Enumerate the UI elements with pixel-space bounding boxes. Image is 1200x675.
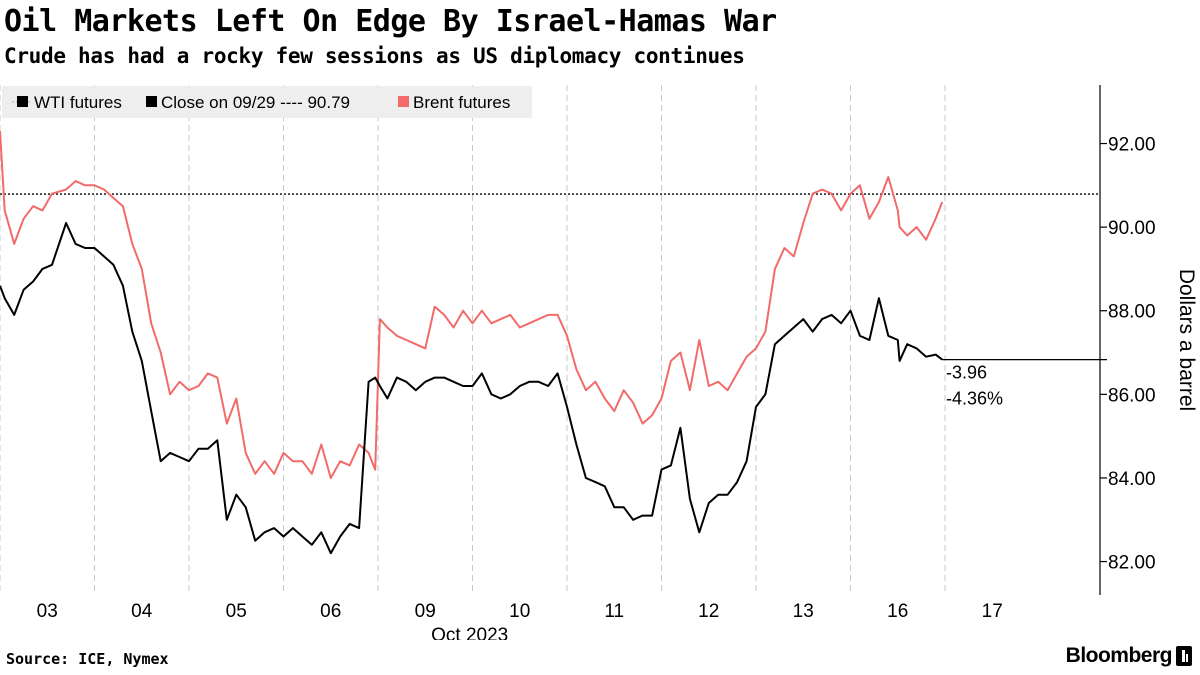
x-tick-label: 12 bbox=[698, 601, 719, 622]
x-tick-label: 09 bbox=[415, 601, 436, 622]
x-period-label: Oct 2023 bbox=[431, 625, 508, 640]
series-line-brent bbox=[0, 130, 944, 479]
brand-name: Bloomberg bbox=[1065, 644, 1173, 667]
y-tick-label: 92.00 bbox=[1108, 135, 1156, 156]
x-tick-label: 13 bbox=[793, 601, 814, 622]
x-tick-label: 11 bbox=[604, 601, 624, 622]
grid-lines bbox=[0, 85, 946, 595]
annotation-change: -3.96 bbox=[946, 363, 987, 383]
x-tick-label: 04 bbox=[131, 601, 153, 622]
legend-background bbox=[2, 86, 532, 118]
legend-brent-label: Brent futures bbox=[413, 93, 510, 112]
y-axis-title: Dollars a barrel bbox=[1175, 269, 1198, 411]
y-tick-label: 90.00 bbox=[1108, 218, 1156, 239]
chart-subtitle: Crude has had a rocky few sessions as US… bbox=[4, 44, 745, 68]
x-tick-label: 06 bbox=[320, 601, 341, 622]
line-chart: 82.00 84.00 86.00 88.00 90.00 92.00 Dollars a … bbox=[0, 85, 1198, 640]
axes-group: 82.00 84.00 86.00 88.00 90.00 92.00 Dollars a … bbox=[37, 85, 1198, 640]
legend-wti-swatch bbox=[17, 96, 28, 107]
source-note: Source: ICE, Nymex bbox=[6, 650, 169, 668]
x-tick-label: 10 bbox=[509, 601, 530, 622]
x-tick-label: 16 bbox=[887, 601, 908, 622]
bloomberg-mark-icon bbox=[1176, 646, 1192, 666]
legend-wti-label: WTI futures bbox=[34, 93, 122, 112]
bloomberg-logo: Bloomberg bbox=[1066, 644, 1192, 668]
x-tick-label: 03 bbox=[37, 601, 58, 622]
legend-brent-swatch bbox=[398, 96, 409, 107]
y-tick-label: 82.00 bbox=[1108, 553, 1156, 574]
series-group bbox=[0, 130, 944, 555]
annotation-group: -3.96 -4.36% bbox=[942, 359, 1107, 409]
y-tick-label: 84.00 bbox=[1108, 469, 1156, 490]
legend-close-swatch bbox=[146, 96, 157, 107]
legend-close-label: Close on 09/29 ---- 90.79 bbox=[161, 93, 350, 112]
y-tick-label: 88.00 bbox=[1108, 302, 1156, 323]
chart-title: Oil Markets Left On Edge By Israel-Hamas… bbox=[4, 4, 777, 39]
annotation-pct: -4.36% bbox=[946, 389, 1003, 409]
legend: WTI futures Close on 09/29 ---- 90.79 Br… bbox=[2, 86, 532, 118]
x-tick-label: 17 bbox=[982, 601, 1003, 622]
y-tick-label: 86.00 bbox=[1108, 385, 1156, 406]
x-tick-label: 05 bbox=[226, 601, 247, 622]
series-line-wti bbox=[0, 222, 943, 555]
